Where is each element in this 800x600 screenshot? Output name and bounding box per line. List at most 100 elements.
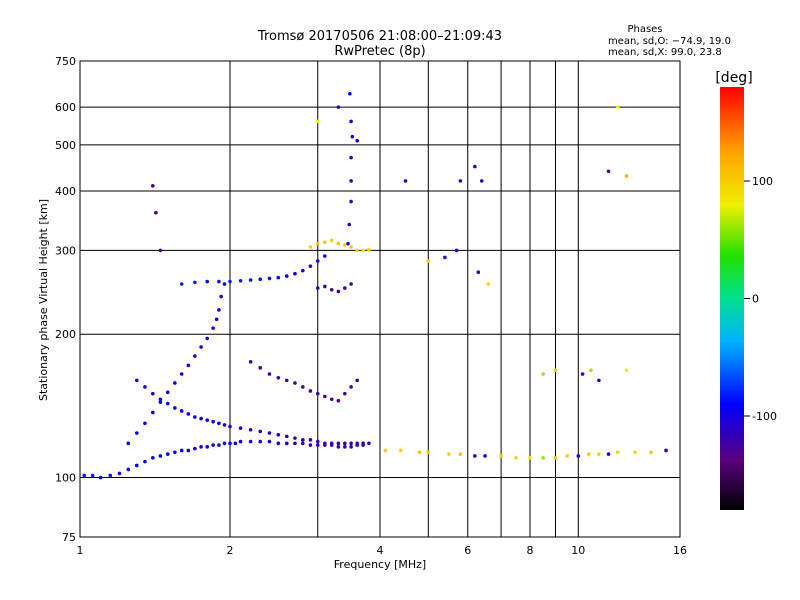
data-point (403, 179, 408, 183)
data-point (589, 368, 593, 373)
data-point (355, 138, 359, 143)
data-point (458, 179, 463, 183)
data-point (134, 431, 139, 435)
data-point (323, 284, 327, 289)
data-point (151, 456, 155, 460)
data-point (355, 248, 359, 253)
data-point (258, 366, 263, 370)
data-point (308, 438, 313, 442)
data-point (315, 119, 320, 124)
plot-frame (79, 60, 681, 538)
data-point (649, 450, 653, 455)
phases-legend: Phases mean, sd,O: −74.9, 19.0 mean, sd,… (608, 24, 731, 58)
data-point (301, 268, 305, 273)
data-point (173, 450, 177, 455)
data-point (151, 410, 155, 415)
data-point (211, 326, 215, 330)
y-tick-label: 75 (62, 531, 76, 544)
data-point (284, 274, 289, 278)
data-point (222, 441, 227, 446)
data-point (211, 419, 215, 424)
x-tick-label: 2 (227, 544, 234, 557)
y-tick-label: 400 (55, 185, 76, 198)
y-axis-label: Stationary phase Virtual Height [km] (37, 199, 50, 401)
data-point (284, 434, 289, 439)
data-point (447, 452, 451, 456)
data-point (199, 445, 203, 449)
data-point (143, 421, 147, 426)
data-points (82, 91, 668, 480)
data-point (186, 448, 191, 453)
data-point (179, 372, 184, 376)
data-point (165, 401, 170, 406)
data-point (349, 179, 353, 183)
data-point (361, 248, 365, 253)
data-point (367, 247, 371, 252)
x-axis-label: Frequency [MHz] (334, 558, 426, 571)
data-point (205, 445, 209, 449)
data-point (597, 378, 601, 383)
data-point (426, 259, 431, 263)
colorbar-tick-label: 0 (752, 293, 759, 306)
data-point (349, 199, 353, 204)
data-point (134, 378, 139, 383)
data-point (349, 441, 353, 446)
data-point (238, 278, 243, 283)
data-point (214, 317, 219, 322)
data-point (329, 287, 334, 292)
data-point (179, 448, 184, 453)
data-point (349, 245, 353, 249)
colorbar-tick-label: 100 (752, 175, 773, 188)
data-point (217, 308, 221, 312)
data-point (165, 452, 170, 456)
data-point (248, 278, 253, 282)
colorbar-label: [deg] (715, 70, 752, 86)
data-point (179, 409, 184, 413)
y-tick-label: 750 (55, 55, 76, 68)
data-point (134, 463, 139, 468)
data-point (473, 454, 477, 458)
data-point (315, 286, 320, 290)
data-point (228, 424, 232, 429)
phases-legend-x-mode: mean, sd,X: 99.0, 23.8 (608, 47, 722, 58)
data-point (426, 450, 431, 455)
data-point (315, 391, 320, 396)
data-point (293, 436, 297, 440)
data-point (186, 363, 191, 368)
data-point (284, 441, 289, 446)
data-point (293, 271, 297, 276)
data-point (222, 282, 227, 286)
data-point (336, 289, 341, 294)
data-point (347, 222, 352, 227)
data-point (346, 241, 350, 246)
x-tick-labels: 1 2 4 6 8 10 16 (77, 544, 688, 557)
data-point (349, 445, 353, 449)
data-point (587, 452, 591, 456)
chart-title: Tromsø 20170506 21:08:00–21:09:43 (257, 29, 502, 44)
data-point (267, 372, 272, 376)
x-tick-label: 1 (77, 544, 84, 557)
data-point (514, 456, 518, 460)
data-point (258, 429, 263, 434)
data-point (624, 174, 629, 178)
data-point (219, 294, 223, 299)
y-tick-label: 100 (55, 472, 76, 485)
data-point (267, 439, 272, 444)
data-point (193, 280, 197, 285)
y-tick-labels: 75 100 200 300 400 500 600 750 (55, 55, 76, 544)
data-point (343, 445, 347, 449)
data-point (349, 282, 353, 286)
data-point (173, 406, 177, 410)
data-point (228, 441, 232, 446)
data-point (276, 376, 281, 380)
data-point (528, 456, 532, 460)
data-point (267, 276, 272, 281)
data-point (217, 443, 221, 447)
data-point (276, 432, 281, 437)
data-point (258, 277, 263, 282)
grid-lines (80, 61, 680, 537)
data-point (258, 439, 263, 444)
data-point (158, 397, 163, 402)
data-point (98, 475, 103, 480)
data-point (248, 439, 253, 444)
